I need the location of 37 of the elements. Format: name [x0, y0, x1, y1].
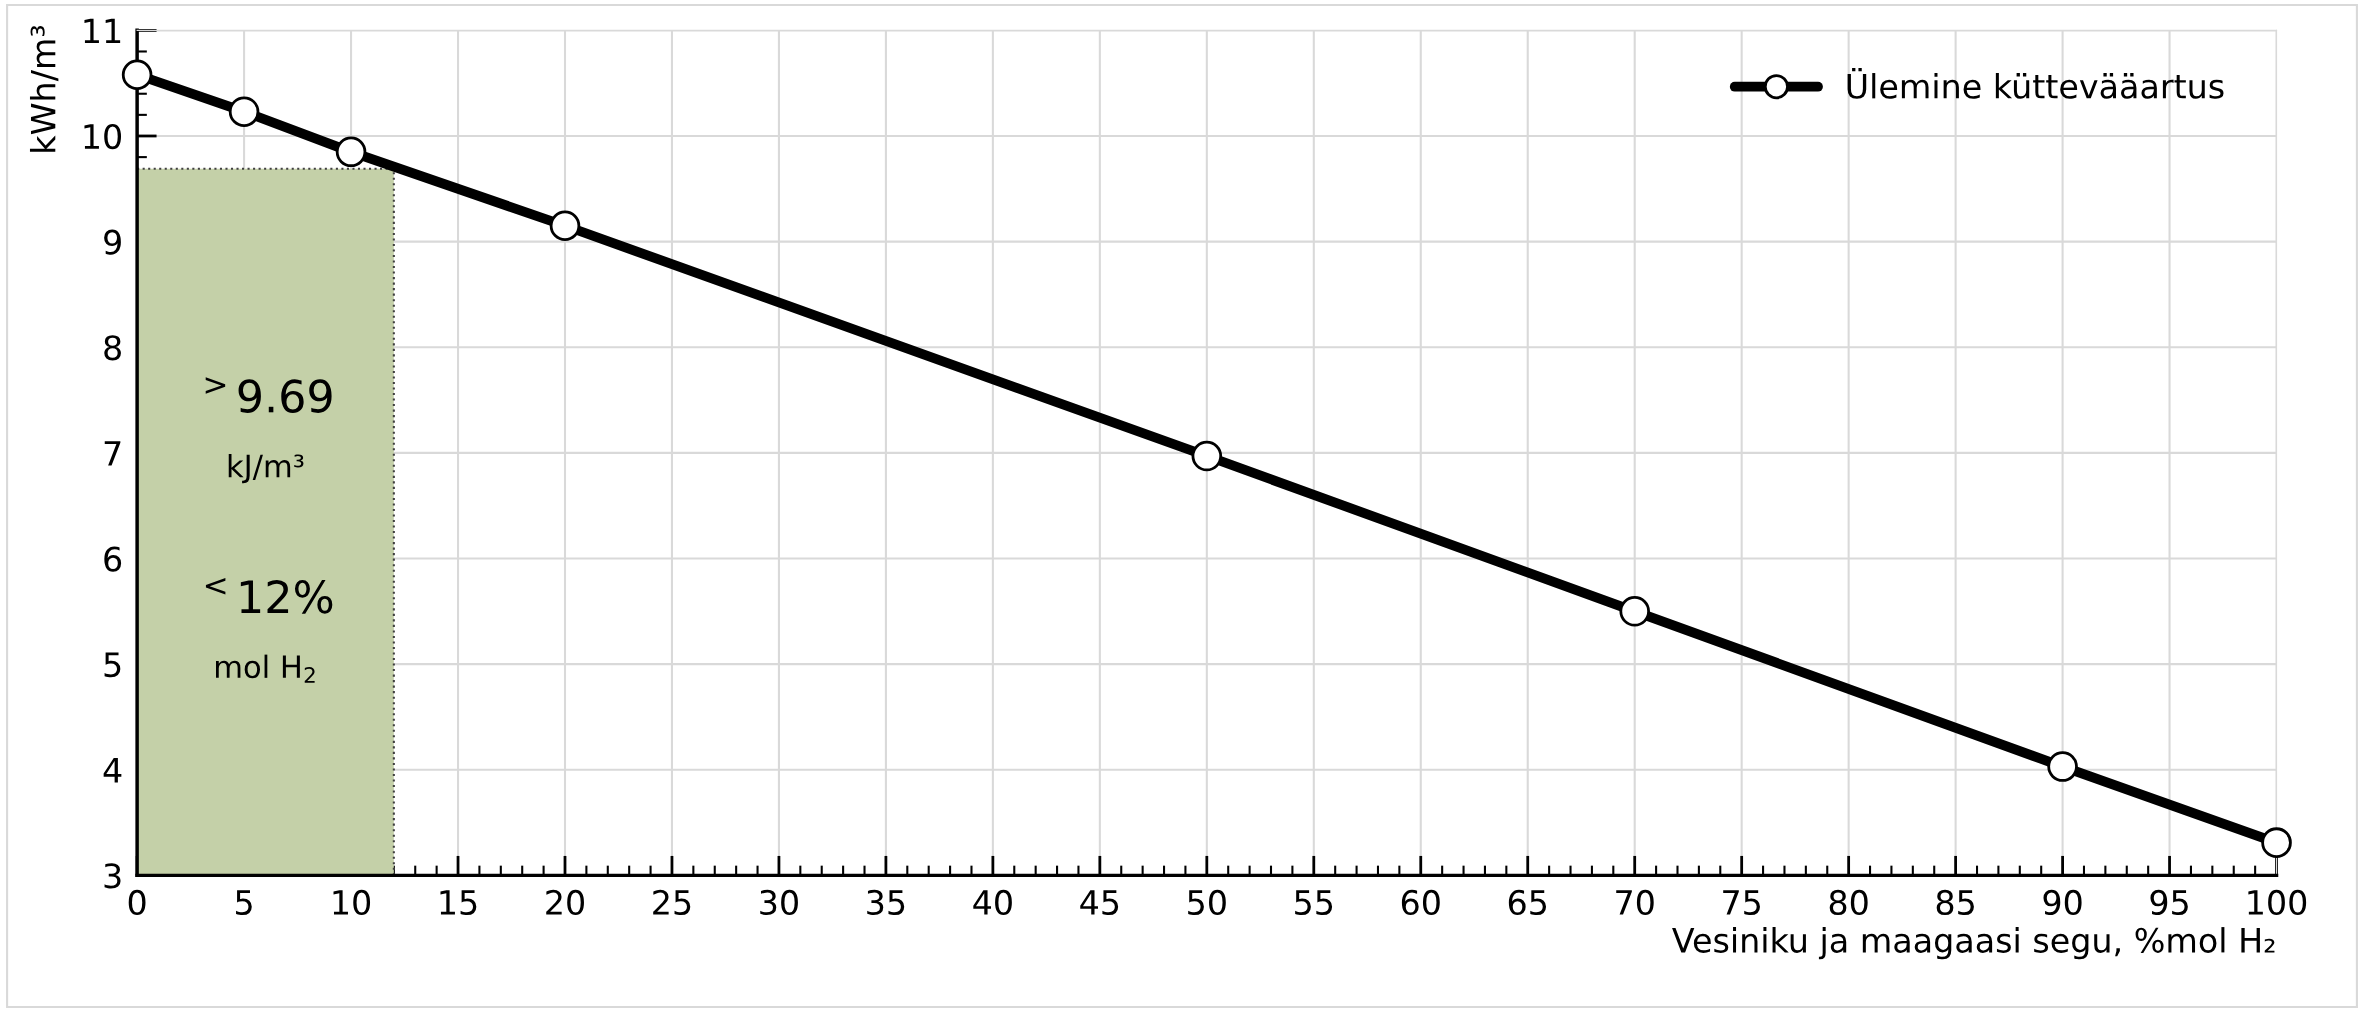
x-tick-label: 25 [653, 889, 691, 916]
x-tick-label: 75 [1723, 890, 1760, 916]
y-tick-label: 6 [104, 546, 122, 572]
y-tick-label: 5 [104, 652, 121, 678]
y-tick-label: 7 [104, 441, 121, 466]
y-tick-label: 3 [104, 863, 121, 889]
x-tick-label: 85 [1936, 889, 1974, 916]
x-tick-label: 95 [2150, 889, 2188, 916]
x-tick-label: 45 [1080, 890, 1119, 916]
x-tick-label: 10 [333, 889, 371, 916]
y-tick-label: 4 [103, 758, 122, 783]
x-tick-label: 0 [128, 889, 146, 916]
x-tick-label: 5 [236, 890, 252, 916]
x-tick-label: 30 [760, 889, 798, 916]
x-tick-label: 55 [1295, 890, 1333, 916]
y-tick-label: 8 [104, 335, 121, 361]
x-tick-label: 70 [1616, 889, 1654, 916]
x-tick-label: 50 [1188, 889, 1226, 916]
y-axis-title: kWh/m³ [29, 25, 59, 152]
x-tick-label: 100 [2248, 889, 2307, 916]
x-tick-label: 80 [1829, 889, 1868, 916]
y-tick-label: 11 [84, 18, 121, 44]
annotation: mol H$_{2}$ [216, 654, 315, 683]
legend-label: Ülemine küttevääartus [1847, 68, 2224, 99]
x-tick-label: 20 [546, 889, 584, 916]
x-tick-label: 15 [440, 890, 477, 916]
annotation: kJ/m³ [228, 453, 304, 484]
x-tick-label: 35 [867, 889, 905, 916]
annotation: $^{>}$9.69 [205, 377, 332, 413]
y-tick-label: 9 [104, 229, 121, 255]
x-tick-label: 60 [1401, 889, 1440, 916]
x-tick-label: 40 [973, 889, 1012, 916]
y-tick-label: 10 [84, 123, 122, 150]
x-tick-label: 90 [2043, 889, 2082, 916]
annotation: $^{<}$12% [205, 577, 333, 614]
x-axis-title: Vesiniku ja maagaasi segu, %mol H₂ [1672, 927, 2275, 960]
x-tick-label: 65 [1508, 889, 1547, 916]
